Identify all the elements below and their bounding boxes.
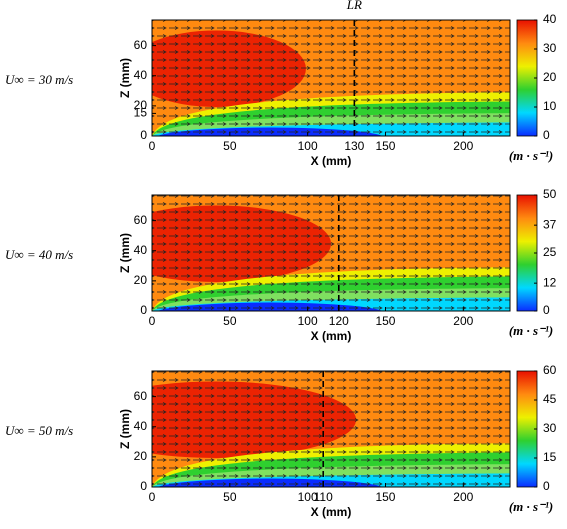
frame	[151, 194, 511, 312]
colorbar-tick-label: 10	[543, 99, 557, 113]
y-tick-label: 40	[134, 243, 148, 257]
lr-label: LR	[346, 0, 362, 12]
x-tick-label: 200	[453, 314, 473, 328]
x-tick-label: 100	[298, 139, 318, 153]
x-axis-label: X (mm)	[311, 329, 352, 343]
colorbar-tick-label: 50	[543, 187, 557, 201]
colorbar-tick-label: 15	[543, 450, 557, 464]
x-tick-label: 150	[375, 490, 395, 504]
colorbar-label: (m · s⁻¹)	[509, 148, 553, 163]
colorbar-tick-label: 0	[543, 479, 550, 493]
y-tick-label: 20	[134, 273, 148, 287]
annotation: U∞ = 30 m/s	[5, 72, 73, 87]
x-tick-label: 110	[314, 490, 333, 504]
colorbar-tick-label: 30	[543, 421, 557, 435]
y-tick-label: 20	[134, 449, 148, 463]
vectors	[152, 20, 510, 136]
y-axis-label: Z (mm)	[118, 409, 132, 449]
x-tick-label: 50	[223, 490, 237, 504]
x-tick-label: 150	[375, 139, 395, 153]
colorbar-tick-label: 0	[543, 128, 550, 142]
y-tick-label: 15	[134, 106, 148, 120]
y-tick-label: 0	[140, 303, 147, 317]
y-tick-label: 60	[134, 213, 148, 227]
colorbar-tick-label: 30	[543, 41, 557, 55]
y-tick-label: 20	[134, 98, 148, 112]
y-axis-label: Z (mm)	[118, 58, 132, 98]
frame	[151, 370, 511, 488]
frame	[151, 19, 511, 137]
y-tick-label: 60	[134, 38, 148, 52]
vectors	[152, 371, 510, 487]
colorbar-tick-label: 60	[543, 363, 557, 377]
y-tick-label: 40	[134, 419, 148, 433]
colorbar-tick-label: 0	[543, 303, 550, 317]
colorbar-tick-label: 20	[543, 70, 557, 84]
x-tick-label: 150	[375, 314, 395, 328]
y-tick-label: 40	[134, 68, 148, 82]
y-axis-label: Z (mm)	[118, 233, 132, 273]
colorbar-tick-label: 12	[543, 275, 557, 289]
colorbar-label: (m · s⁻¹)	[509, 323, 553, 338]
colorbar-tick-label: 40	[543, 12, 557, 26]
x-tick-label: 100	[298, 314, 318, 328]
x-tick-label: 50	[223, 314, 237, 328]
y-tick-label: 60	[134, 389, 148, 403]
x-tick-label: 130	[344, 139, 364, 153]
vectors	[152, 195, 510, 311]
field	[152, 20, 510, 136]
y-tick-label: 0	[140, 479, 147, 493]
colorbar-tick-label: 37	[543, 217, 557, 231]
field	[152, 371, 510, 487]
annotation: U∞ = 50 m/s	[5, 423, 73, 438]
annotation: U∞ = 40 m/s	[5, 247, 73, 262]
x-tick-label: 0	[149, 139, 156, 153]
x-tick-label: 120	[329, 314, 349, 328]
x-tick-label: 50	[223, 139, 237, 153]
field	[152, 195, 510, 311]
colorbar-label: (m · s⁻¹)	[509, 499, 553, 514]
x-axis-label: X (mm)	[311, 505, 352, 519]
x-axis-label: X (mm)	[311, 154, 352, 168]
colorbar-tick-label: 45	[543, 392, 557, 406]
x-tick-label: 200	[453, 139, 473, 153]
x-tick-label: 0	[149, 490, 156, 504]
x-tick-label: 0	[149, 314, 156, 328]
colorbar-tick-label: 25	[543, 245, 557, 259]
y-tick-label: 0	[140, 128, 147, 142]
x-tick-label: 100	[298, 490, 318, 504]
x-tick-label: 200	[453, 490, 473, 504]
